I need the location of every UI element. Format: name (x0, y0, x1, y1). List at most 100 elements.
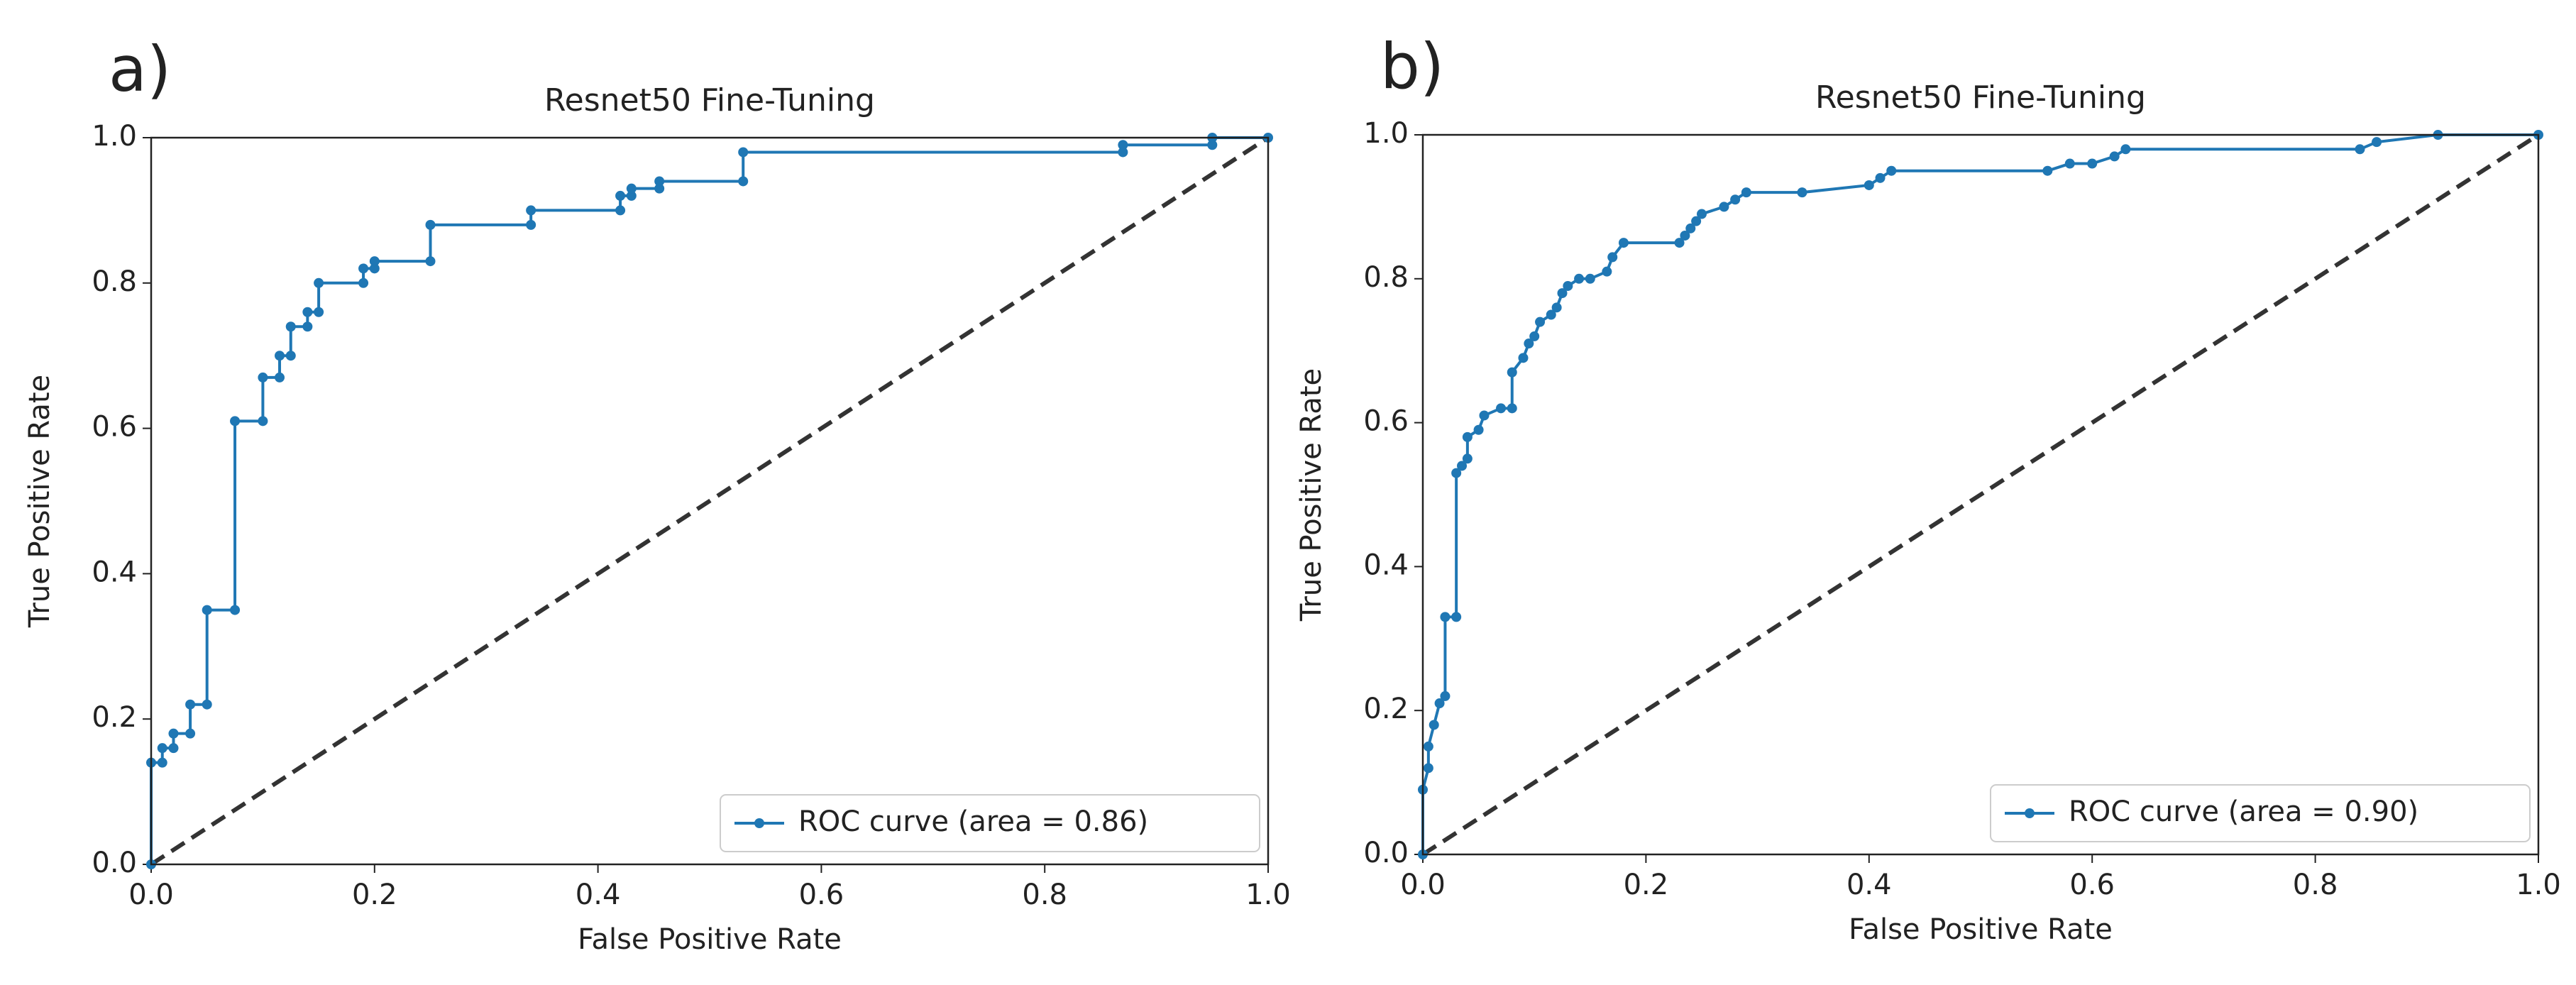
roc-point (202, 605, 212, 615)
roc-point (1697, 209, 1707, 219)
roc-point (185, 699, 196, 710)
roc-point (1451, 612, 1462, 622)
panel-label: a) (109, 33, 171, 106)
y-tick-label: 1.0 (1363, 117, 1409, 150)
roc-point (1602, 266, 1612, 277)
roc-point (1574, 273, 1585, 284)
roc-point (425, 256, 436, 267)
roc-point (2087, 158, 2098, 169)
roc-point (168, 728, 179, 739)
y-tick-label: 0.4 (92, 556, 137, 588)
x-tick-label: 0.6 (2069, 869, 2115, 901)
legend-box (720, 794, 1260, 852)
roc-point (1685, 223, 1696, 233)
y-tick-label: 0.4 (1363, 549, 1409, 581)
roc-point (1423, 763, 1433, 774)
roc-point (1118, 147, 1128, 158)
roc-point (738, 176, 749, 187)
panel-label: b) (1380, 30, 1444, 103)
legend-marker (754, 818, 764, 828)
roc-point (1546, 309, 1556, 320)
legend-marker (2025, 808, 2035, 818)
x-tick-label: 0.2 (1624, 869, 1669, 901)
roc-point (230, 605, 241, 615)
roc-point (1451, 468, 1462, 478)
roc-point (1118, 140, 1128, 150)
roc-point (275, 351, 285, 361)
roc-point (1473, 424, 1484, 435)
chart-title: Resnet50 Fine-Tuning (544, 82, 875, 119)
plot-frame (1421, 133, 2540, 856)
roc-point (1607, 252, 1618, 263)
roc-point (314, 277, 324, 288)
roc-point (1434, 698, 1445, 709)
roc-point (157, 757, 167, 768)
roc-point (526, 219, 536, 230)
roc-point (1680, 230, 1690, 241)
roc-point (1730, 194, 1741, 205)
x-tick-label: 1.0 (2516, 869, 2561, 901)
roc-point (1719, 202, 1729, 212)
roc-point (202, 699, 212, 710)
roc-point (230, 416, 241, 427)
roc-point (1618, 238, 1629, 248)
roc-point (2355, 144, 2365, 155)
roc-point (1440, 612, 1451, 622)
chart-title: Resnet50 Fine-Tuning (1815, 79, 2146, 116)
roc-point (1886, 165, 1897, 176)
y-tick-label: 0.2 (1363, 693, 1409, 725)
x-tick-label: 1.0 (1245, 879, 1291, 911)
roc-point (1529, 331, 1540, 341)
y-tick-label: 0.8 (92, 265, 137, 298)
roc-point (1440, 690, 1451, 701)
y-tick-label: 0.6 (1363, 405, 1409, 438)
roc-point (1479, 410, 1490, 421)
roc-point (526, 205, 536, 216)
y-axis-label: True Positive Rate (23, 375, 56, 628)
roc-point (258, 372, 268, 383)
roc-point (1462, 453, 1473, 464)
roc-point (2372, 137, 2382, 148)
roc-point (302, 321, 313, 332)
x-tick-label: 0.8 (1022, 879, 1067, 911)
roc-point (1518, 353, 1529, 363)
legend-label: ROC curve (area = 0.86) (798, 805, 1148, 838)
roc-point (2064, 158, 2075, 169)
panel: b) Resnet50 Fine-Tuning 0.0 0.2 0.4 0.6 0.8 1.0… (1295, 30, 2561, 946)
x-tick-label: 0.0 (128, 879, 174, 911)
roc-point (1797, 187, 1807, 198)
roc-point (1691, 216, 1702, 226)
roc-point (302, 307, 313, 317)
roc-point (1875, 172, 1886, 183)
chance-line (150, 136, 1270, 866)
panel: a) Resnet50 Fine-Tuning 0.0 0.2 0.4 0.6 0.8 1.0… (23, 33, 1291, 956)
x-tick-label: 0.4 (576, 879, 621, 911)
roc-point (358, 277, 369, 288)
roc-point (654, 183, 665, 194)
y-tick-label: 1.0 (92, 120, 137, 153)
roc-point (1429, 720, 1439, 730)
roc-point (1674, 238, 1685, 248)
y-tick-label: 0.8 (1363, 261, 1409, 294)
y-tick-label: 0.0 (1363, 837, 1409, 869)
y-tick-label: 0.2 (92, 701, 137, 734)
legend-box (1990, 784, 2531, 842)
x-tick-label: 0.8 (2293, 869, 2338, 901)
roc-point (275, 372, 285, 383)
chance-line (1421, 133, 2540, 857)
roc-point (1207, 140, 1218, 150)
roc-point (285, 321, 296, 332)
roc-point (1741, 187, 1751, 198)
y-tick-label: 0.0 (92, 847, 137, 879)
roc-line (1421, 133, 2538, 854)
y-tick-label: 0.6 (92, 411, 137, 444)
x-tick-label: 0.0 (1400, 869, 1446, 901)
roc-point (626, 190, 637, 201)
roc-point (738, 147, 749, 158)
x-tick-label: 0.6 (799, 879, 844, 911)
roc-point (157, 743, 167, 754)
roc-point (314, 307, 324, 317)
roc-point (1585, 273, 1595, 284)
roc-point (615, 190, 626, 201)
